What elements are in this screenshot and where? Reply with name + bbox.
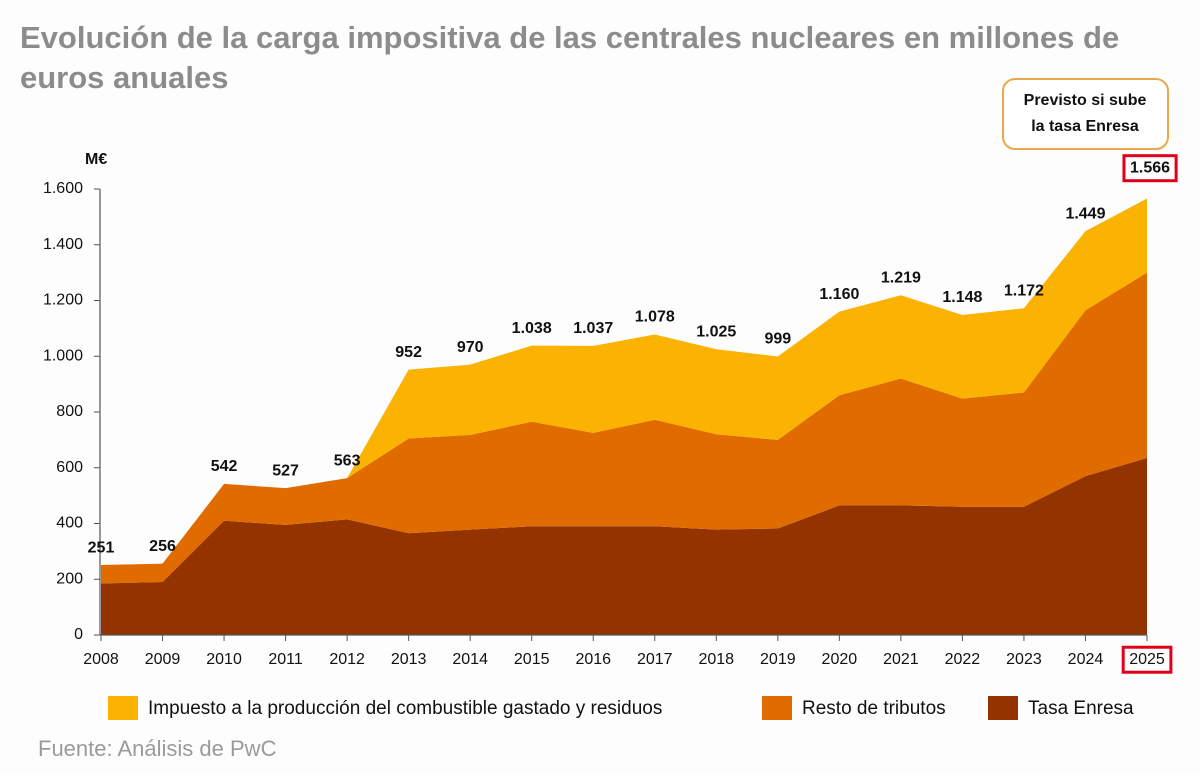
y-tick-label: 1.600 (43, 180, 83, 197)
x-tick-label: 2018 (698, 651, 734, 668)
x-tick-label: 2023 (1006, 651, 1042, 668)
area (101, 198, 1147, 566)
total-label: 542 (211, 458, 238, 475)
x-tick-label: 2025 (1129, 651, 1165, 668)
annotation: la tasa Enresa (1031, 118, 1139, 135)
x-tick-label: 2021 (883, 651, 919, 668)
total-label: 527 (272, 462, 299, 479)
total-label: 1.449 (1065, 205, 1105, 222)
highlight-box (1122, 154, 1178, 183)
y-tick-label: 1.400 (43, 236, 83, 253)
total-label: 256 (149, 538, 176, 555)
x-tick-label: 2016 (575, 651, 611, 668)
x-tick-label: 2019 (760, 651, 796, 668)
legend-swatch (988, 696, 1018, 720)
annotation: Previsto si sube (1024, 92, 1147, 109)
total-label: 1.566 (1130, 160, 1170, 177)
y-tick-label: 600 (56, 459, 83, 476)
x-tick-label: 2010 (206, 651, 242, 668)
legend-label: Resto de tributos (802, 698, 946, 719)
y-tick-label: 800 (56, 403, 83, 420)
total-label: 1.160 (819, 286, 859, 303)
total-label: 1.025 (696, 324, 736, 341)
total-label: 970 (457, 339, 484, 356)
chart-title: Evolución de la carga impositiva de las … (20, 20, 1119, 95)
total-label: 1.078 (635, 309, 675, 326)
total-label: 999 (764, 331, 791, 348)
total-label: 952 (395, 344, 422, 361)
y-axis-label: M€ (85, 151, 107, 168)
y-tick-label: 0 (74, 626, 83, 643)
area (101, 457, 1147, 635)
legend-label: Tasa Enresa (1028, 698, 1134, 719)
y-tick-label: 400 (56, 515, 83, 532)
y-tick-label: 200 (56, 570, 83, 587)
x-tick-label: 2022 (945, 651, 981, 668)
total-label: 563 (334, 452, 361, 469)
x-tick-label: 2015 (514, 651, 550, 668)
legend-swatch (762, 696, 792, 720)
legend-swatch (108, 696, 138, 720)
annotation-box (1002, 78, 1169, 150)
x-tick-label: 2024 (1068, 651, 1104, 668)
total-label: 1.219 (881, 269, 921, 286)
total-label: 1.148 (942, 289, 982, 306)
y-tick-label: 1.000 (43, 347, 83, 364)
total-label: 1.172 (1004, 283, 1044, 300)
x-tick-label: 2020 (822, 651, 858, 668)
x-tick-label: 2012 (329, 651, 365, 668)
x-tick-label: 2014 (452, 651, 488, 668)
x-tick-label: 2011 (268, 651, 303, 668)
x-tick-label: 2013 (391, 651, 427, 668)
area (101, 272, 1147, 584)
total-label: 1.037 (573, 320, 613, 337)
x-tick-label: 2009 (145, 651, 181, 668)
y-tick-label: 1.200 (43, 292, 83, 309)
highlight-box (1121, 645, 1173, 674)
source: Fuente: Análisis de PwC (38, 736, 277, 761)
x-tick-label: 2008 (83, 651, 119, 668)
total-label: 1.038 (512, 320, 552, 337)
legend-label: Impuesto a la producción del combustible… (148, 698, 662, 719)
x-tick-label: 2017 (637, 651, 673, 668)
total-label: 251 (88, 539, 115, 556)
